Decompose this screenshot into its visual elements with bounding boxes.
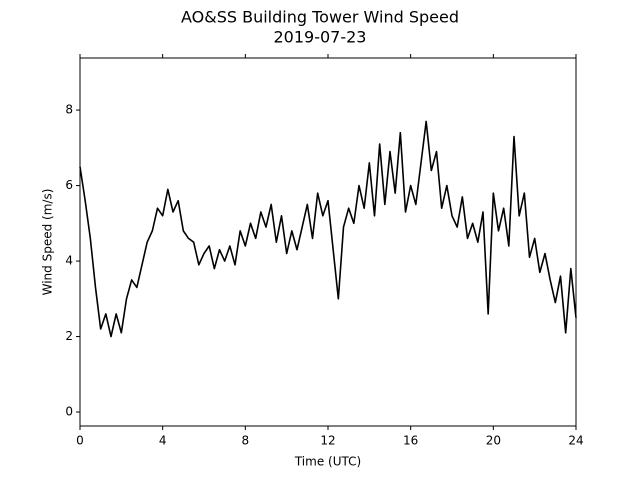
y-tick-label: 6	[65, 178, 73, 192]
x-tick-label: 24	[568, 434, 583, 448]
chart-title: AO&SS Building Tower Wind Speed	[181, 8, 459, 27]
chart-subtitle: 2019-07-23	[274, 28, 367, 47]
x-tick-label: 0	[76, 434, 84, 448]
data-line	[79, 120, 577, 338]
y-tick-label: 0	[65, 405, 73, 419]
x-axis-label: Time (UTC)	[294, 455, 361, 469]
y-tick-label: 4	[65, 254, 73, 268]
x-tick-label: 20	[486, 434, 501, 448]
x-tick-label: 8	[242, 434, 250, 448]
y-axis-label: Wind Speed (m/s)	[41, 189, 55, 296]
x-tick-label: 12	[320, 434, 335, 448]
x-tick-label: 4	[159, 434, 167, 448]
y-tick-label: 8	[65, 103, 73, 117]
plot-frame	[79, 57, 577, 427]
x-tick-label: 16	[403, 434, 418, 448]
y-tick-label: 2	[65, 329, 73, 343]
